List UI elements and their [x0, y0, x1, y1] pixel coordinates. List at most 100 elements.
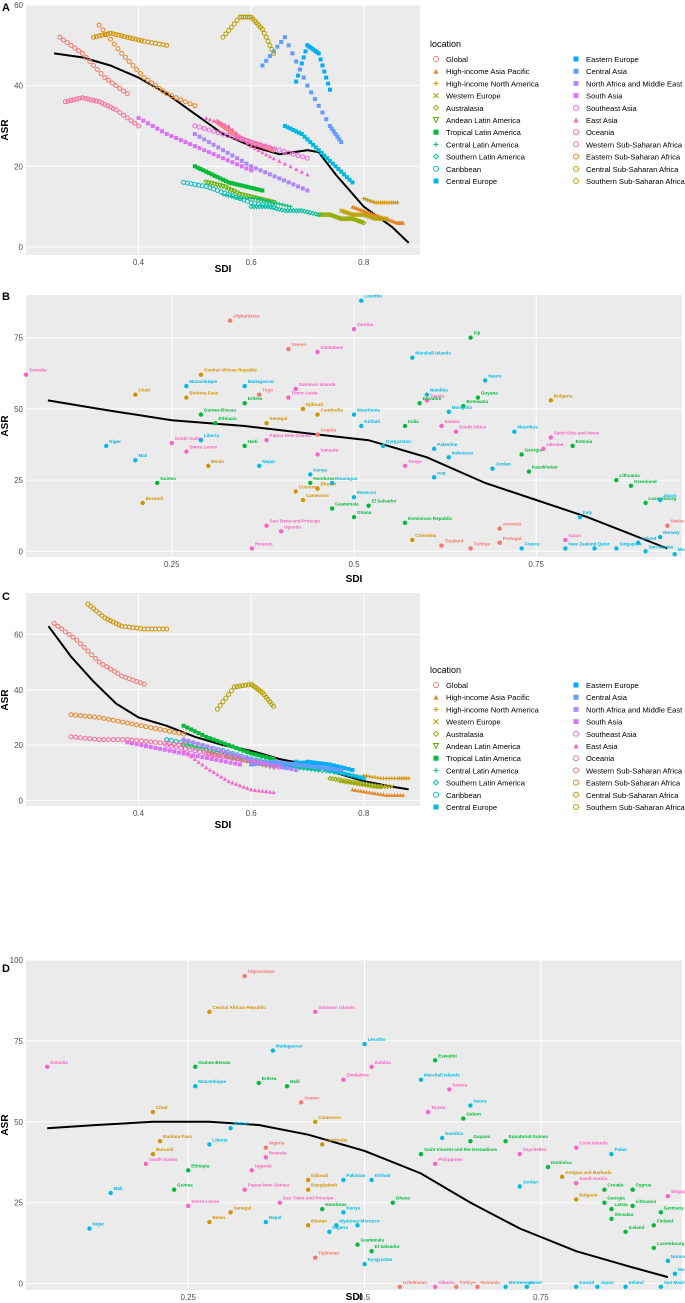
series-point	[324, 762, 329, 767]
series-point	[148, 744, 153, 749]
country-point	[334, 1223, 339, 1228]
series-point	[300, 154, 306, 160]
panel-c-tag: C	[2, 591, 10, 603]
country-label: Cambodia	[325, 1137, 348, 1142]
legend-key	[433, 68, 439, 74]
country-point	[108, 1190, 113, 1196]
series-point	[129, 737, 135, 743]
legend-key	[573, 682, 579, 688]
series-point	[243, 758, 249, 764]
panel-d-x-axis-title: SDI	[346, 1292, 363, 1303]
series-point	[299, 207, 305, 214]
country-label: Chad	[138, 388, 150, 393]
series-point	[277, 158, 282, 163]
series-point	[206, 150, 211, 155]
series-point	[182, 99, 188, 105]
y-tick-label: 25	[14, 476, 23, 485]
country-label: Comoros	[299, 485, 320, 490]
country-point	[636, 540, 641, 545]
series-point	[197, 146, 202, 151]
country-label: Cameroon	[318, 1115, 341, 1120]
legend-label: Tropical Latin America	[446, 754, 522, 763]
country-label: Benin	[212, 1215, 225, 1220]
country-label: Morocco	[361, 1218, 380, 1223]
country-label: Mozambique	[198, 1079, 226, 1084]
country-point	[497, 540, 502, 545]
series-point	[327, 762, 332, 767]
series-point	[243, 682, 249, 688]
series-point	[82, 95, 88, 101]
series-point	[381, 792, 386, 797]
series-point	[117, 110, 123, 116]
country-point	[657, 534, 663, 540]
series-point	[350, 180, 355, 185]
series-point	[356, 788, 361, 793]
series-point	[291, 128, 296, 132]
series-point	[215, 130, 221, 136]
series-point	[286, 761, 291, 766]
series-point	[254, 196, 259, 201]
y-tick-label: 40	[14, 686, 23, 695]
series-point	[171, 729, 177, 735]
series-point	[266, 199, 271, 204]
country-label: Rwanda	[269, 1150, 287, 1155]
country-point	[369, 1064, 374, 1069]
series-point	[380, 216, 385, 222]
country-label: Namibia	[430, 388, 448, 393]
series-point	[267, 762, 273, 768]
series-point	[313, 211, 319, 217]
series-point	[374, 216, 380, 222]
country-point	[369, 1177, 374, 1183]
series-point	[128, 118, 134, 124]
series-point	[188, 142, 193, 147]
series-point	[126, 58, 132, 64]
y-tick-label: 0	[19, 1280, 24, 1289]
series-point	[107, 36, 113, 42]
country-label: Sierra Leone	[191, 1199, 219, 1204]
series-point	[339, 765, 344, 770]
series-point	[162, 747, 167, 752]
country-label: Mongolia	[452, 405, 473, 410]
series-point	[61, 37, 67, 43]
legend-key	[573, 767, 579, 774]
series-point	[79, 50, 85, 56]
series-point	[249, 787, 254, 792]
series-point	[242, 755, 247, 760]
series-point	[168, 93, 174, 99]
country-point	[497, 526, 502, 531]
country-point	[256, 1080, 261, 1086]
country-point	[425, 1109, 431, 1115]
series-point	[120, 737, 126, 743]
x-tick-label: 0.75	[533, 1293, 549, 1302]
series-point	[294, 762, 299, 767]
country-label: Haiti	[248, 439, 258, 444]
country-label: Papua New Guinea	[248, 1183, 290, 1188]
country-point	[329, 480, 335, 486]
series-point	[234, 135, 240, 141]
panel-a-legend: location Global High-income Asia Pacific Hi…	[430, 39, 685, 186]
series-point	[271, 756, 276, 761]
series-point	[200, 755, 205, 760]
series-point	[124, 737, 130, 743]
y-tick-label: 0	[19, 243, 24, 252]
country-point	[313, 1009, 318, 1014]
country-label: Antigua and Barbuda	[565, 1170, 612, 1175]
series-point	[85, 648, 91, 654]
series-point	[91, 34, 97, 40]
legend-label: Central Latin America	[446, 140, 519, 149]
series-point	[211, 737, 216, 742]
series-point	[215, 752, 221, 758]
series-point	[143, 738, 149, 744]
series-point	[129, 721, 135, 727]
panel-b-tick-labels: 0.25 0.5 0.75 0 25 50 75	[14, 334, 544, 569]
country-point	[23, 372, 29, 377]
country-point	[439, 1135, 445, 1141]
legend-label: High-income North America	[446, 705, 540, 714]
x-tick-label: 0.5	[359, 1293, 371, 1302]
panel-a-y-axis-title: ASR	[0, 119, 11, 141]
country-point	[305, 1223, 311, 1228]
legend-label: Western Sub-Saharan Africa	[586, 140, 683, 149]
country-point	[512, 429, 517, 434]
series-point	[319, 150, 324, 155]
country-point	[300, 497, 306, 503]
